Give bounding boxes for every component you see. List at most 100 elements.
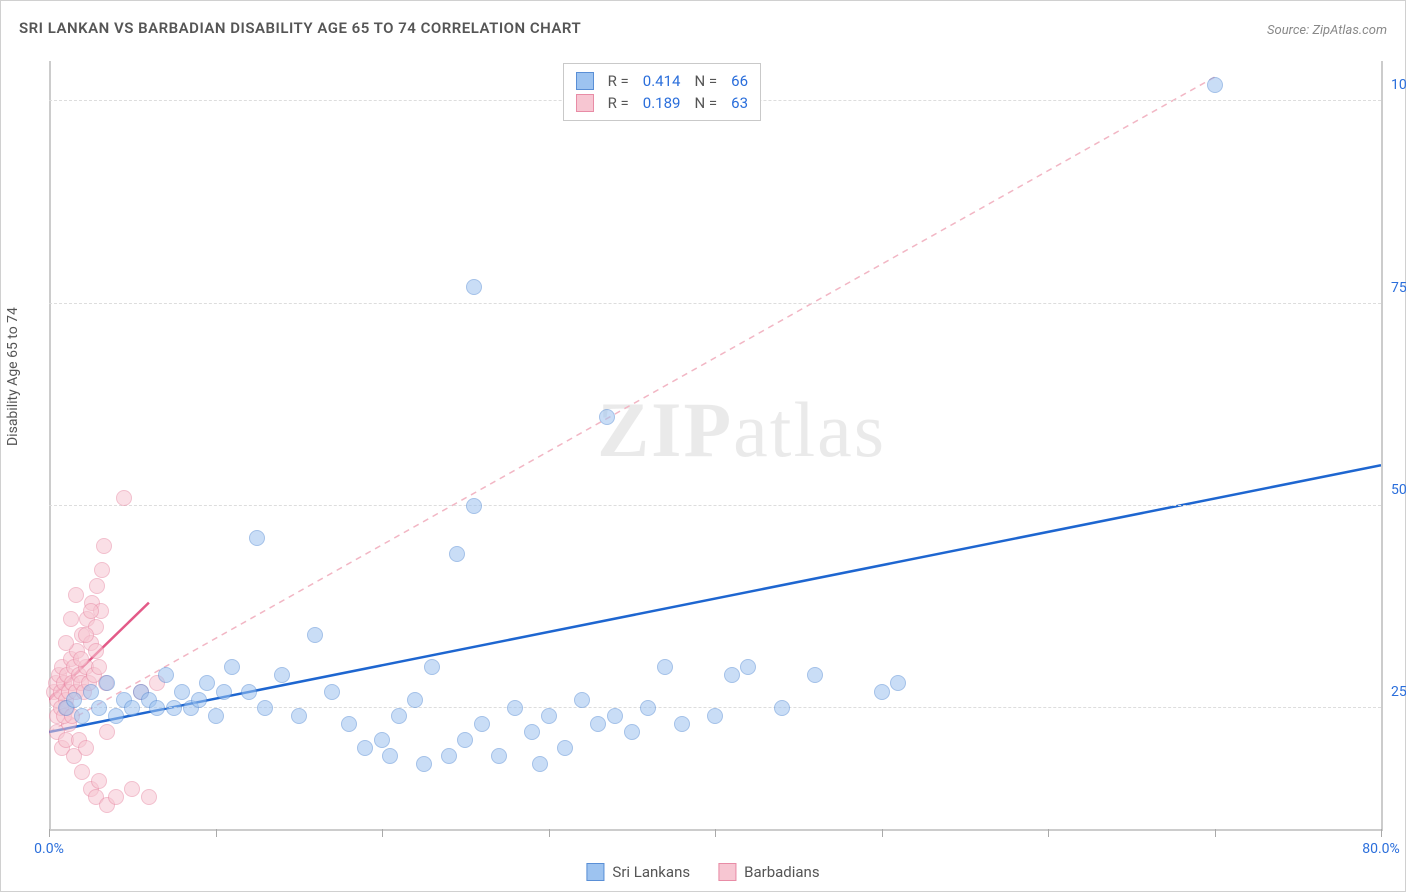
y-tick-label: 75.0% xyxy=(1391,280,1406,296)
scatter-point-barbadians xyxy=(83,603,99,619)
x-tick xyxy=(216,829,217,837)
stats-row: R = 0.414 N = 66 xyxy=(576,70,748,92)
y-tick-label: 25.0% xyxy=(1391,684,1406,700)
scatter-point-barbadians xyxy=(116,490,132,506)
scatter-point-sri-lankans xyxy=(382,748,398,764)
legend-swatch xyxy=(586,863,604,881)
scatter-point-sri-lankans xyxy=(874,684,890,700)
scatter-point-sri-lankans xyxy=(607,708,623,724)
scatter-point-barbadians xyxy=(78,627,94,643)
scatter-point-sri-lankans xyxy=(674,716,690,732)
watermark: ZIPatlas xyxy=(597,385,886,475)
scatter-point-sri-lankans xyxy=(208,708,224,724)
source-name: ZipAtlas.com xyxy=(1312,23,1387,38)
scatter-point-sri-lankans xyxy=(124,700,140,716)
legend-swatch xyxy=(718,863,736,881)
scatter-point-sri-lankans xyxy=(599,409,615,425)
scatter-point-sri-lankans xyxy=(74,708,90,724)
stats-r-value: 0.189 xyxy=(643,94,681,112)
y-tick-label: 50.0% xyxy=(1391,482,1406,498)
scatter-point-barbadians xyxy=(89,578,105,594)
scatter-point-sri-lankans xyxy=(532,756,548,772)
scatter-point-barbadians xyxy=(99,724,115,740)
scatter-point-sri-lankans xyxy=(457,732,473,748)
scatter-point-sri-lankans xyxy=(83,684,99,700)
scatter-point-sri-lankans xyxy=(491,748,507,764)
scatter-point-sri-lankans xyxy=(199,675,215,691)
scatter-point-barbadians xyxy=(68,587,84,603)
scatter-point-barbadians xyxy=(108,789,124,805)
stats-swatch xyxy=(576,94,594,112)
scatter-point-sri-lankans xyxy=(424,659,440,675)
stats-n-value: 63 xyxy=(731,94,748,112)
watermark-bold: ZIP xyxy=(597,386,733,473)
scatter-point-sri-lankans xyxy=(807,667,823,683)
scatter-point-sri-lankans xyxy=(541,708,557,724)
scatter-point-sri-lankans xyxy=(91,700,107,716)
scatter-point-barbadians xyxy=(91,659,107,675)
x-tick-label: 80.0% xyxy=(1362,841,1400,857)
x-tick xyxy=(882,829,883,837)
source-attribution: Source: ZipAtlas.com xyxy=(1267,23,1387,38)
stats-r-label: R = xyxy=(608,94,629,112)
scatter-point-sri-lankans xyxy=(574,692,590,708)
scatter-point-sri-lankans xyxy=(291,708,307,724)
scatter-point-sri-lankans xyxy=(740,659,756,675)
scatter-point-sri-lankans xyxy=(640,700,656,716)
legend: Sri LankansBarbadians xyxy=(586,863,819,881)
x-tick xyxy=(382,829,383,837)
chart-container: SRI LANKAN VS BARBADIAN DISABILITY AGE 6… xyxy=(0,0,1406,892)
scatter-point-sri-lankans xyxy=(66,692,82,708)
scatter-point-sri-lankans xyxy=(174,684,190,700)
x-tick xyxy=(1048,829,1049,837)
scatter-point-sri-lankans xyxy=(590,716,606,732)
stats-n-label: N = xyxy=(694,72,717,90)
scatter-point-barbadians xyxy=(74,764,90,780)
correlation-stats-box: R = 0.414 N = 66 R = 0.189 N = 63 xyxy=(563,63,761,121)
gridline-h xyxy=(49,505,1381,506)
source-prefix: Source: xyxy=(1267,23,1312,38)
stats-r-value: 0.414 xyxy=(643,72,681,90)
scatter-point-sri-lankans xyxy=(507,700,523,716)
stats-n-label: N = xyxy=(694,94,717,112)
chart-title: SRI LANKAN VS BARBADIAN DISABILITY AGE 6… xyxy=(19,19,581,37)
scatter-point-sri-lankans xyxy=(374,732,390,748)
scatter-point-sri-lankans xyxy=(1207,77,1223,93)
scatter-point-sri-lankans xyxy=(166,700,182,716)
stats-swatch xyxy=(576,72,594,90)
stats-n-value: 66 xyxy=(731,72,748,90)
scatter-point-sri-lankans xyxy=(449,546,465,562)
scatter-point-barbadians xyxy=(88,643,104,659)
watermark-rest: atlas xyxy=(733,386,886,473)
scatter-point-barbadians xyxy=(124,781,140,797)
scatter-point-barbadians xyxy=(91,773,107,789)
x-tick xyxy=(1215,829,1216,837)
x-tick xyxy=(549,829,550,837)
scatter-point-sri-lankans xyxy=(407,692,423,708)
scatter-point-sri-lankans xyxy=(466,498,482,514)
x-tick xyxy=(715,829,716,837)
scatter-point-sri-lankans xyxy=(557,740,573,756)
stats-r-label: R = xyxy=(608,72,629,90)
scatter-point-barbadians xyxy=(63,611,79,627)
trend-line-dashed xyxy=(49,77,1215,732)
scatter-point-sri-lankans xyxy=(324,684,340,700)
scatter-point-sri-lankans xyxy=(624,724,640,740)
scatter-point-sri-lankans xyxy=(108,708,124,724)
scatter-point-sri-lankans xyxy=(191,692,207,708)
scatter-point-sri-lankans xyxy=(657,659,673,675)
scatter-point-sri-lankans xyxy=(357,740,373,756)
scatter-point-barbadians xyxy=(96,538,112,554)
scatter-point-sri-lankans xyxy=(307,627,323,643)
scatter-point-barbadians xyxy=(141,789,157,805)
scatter-point-sri-lankans xyxy=(274,667,290,683)
scatter-point-barbadians xyxy=(94,562,110,578)
legend-label: Sri Lankans xyxy=(612,863,690,881)
x-tick xyxy=(1381,829,1382,837)
scatter-point-sri-lankans xyxy=(149,700,165,716)
scatter-point-sri-lankans xyxy=(524,724,540,740)
scatter-point-sri-lankans xyxy=(224,659,240,675)
scatter-point-sri-lankans xyxy=(341,716,357,732)
plot-area: ZIPatlas 25.0%50.0%75.0%100.0%0.0%80.0% xyxy=(49,61,1383,831)
scatter-point-sri-lankans xyxy=(890,675,906,691)
